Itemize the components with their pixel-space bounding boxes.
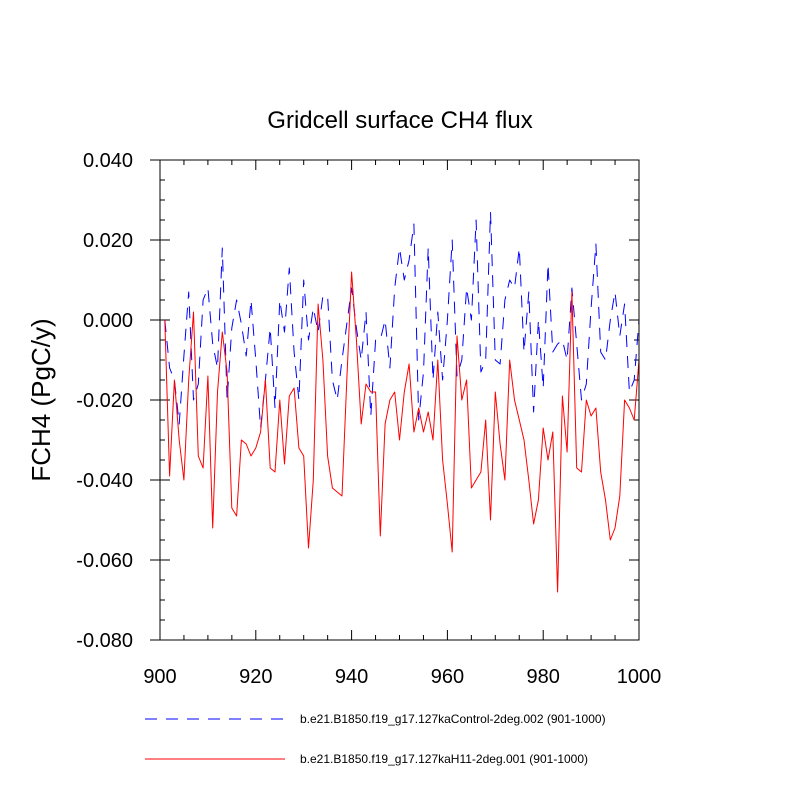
x-tick-label: 940 [335, 666, 368, 688]
series-line-1 [164, 271, 640, 593]
x-tick-label: 920 [239, 666, 272, 688]
series-line-0 [164, 211, 640, 429]
tick-marks [150, 159, 640, 641]
y-tick-label: -0.020 [76, 390, 133, 412]
legend-label-h11: b.e21.B1850.f19_g17.127kaH11-2deg.001 (9… [300, 752, 588, 766]
legend: b.e21.B1850.f19_g17.127kaControl-2deg.00… [145, 712, 606, 766]
x-tick-label: 960 [431, 666, 464, 688]
y-axis-label: FCH4 (PgC/y) [26, 318, 56, 481]
y-tick-label: 0.000 [83, 310, 133, 332]
plot-frame [159, 159, 640, 641]
x-tick-label: 900 [143, 666, 176, 688]
y-tick-label: -0.060 [76, 550, 133, 572]
y-tick-label: -0.040 [76, 470, 133, 492]
y-tick-label: 0.020 [83, 230, 133, 252]
legend-label-control: b.e21.B1850.f19_g17.127kaControl-2deg.00… [300, 712, 606, 726]
y-tick-label: -0.080 [76, 630, 133, 652]
chart-title: Gridcell surface CH4 flux [267, 107, 532, 134]
x-tick-label: 1000 [617, 666, 662, 688]
y-tick-label: 0.040 [83, 150, 133, 172]
series-lines [164, 211, 640, 593]
x-tick-label: 980 [527, 666, 560, 688]
tick-labels: 900 920 940 960 980 1000 -0.080 -0.060 -0.040 -0.… [76, 150, 661, 688]
